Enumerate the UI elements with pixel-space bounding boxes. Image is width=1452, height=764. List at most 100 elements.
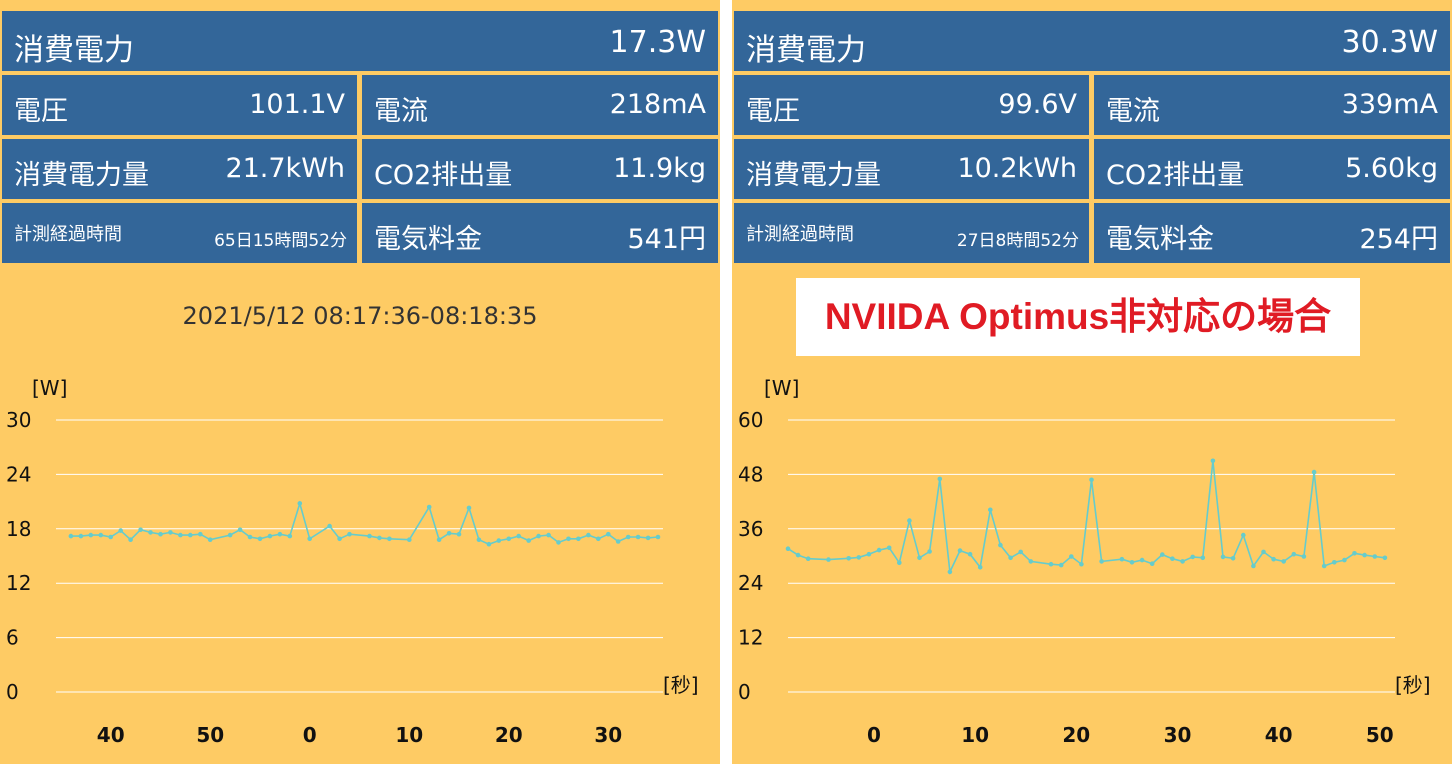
data-point — [998, 542, 1003, 548]
voltage-value: 99.6V — [998, 89, 1077, 120]
voltage-label: 電圧 — [14, 96, 68, 127]
energy-label: 消費電力量 — [746, 160, 881, 191]
data-point — [1342, 557, 1347, 563]
data-point — [426, 504, 432, 510]
x-tick-label: 0 — [303, 723, 317, 747]
measurement-timestamp: 2021/5/12 08:17:36-08:18:35 — [182, 302, 538, 330]
data-point — [407, 537, 412, 542]
power-meter-panel-left: 消費電力 17.3W 電圧 101.1V 電流 218mA 消費電力量 21.7… — [0, 0, 720, 764]
data-point — [1332, 560, 1337, 565]
x-tick-label: 30 — [1164, 723, 1192, 747]
x-tick-label: 20 — [1062, 723, 1090, 747]
data-point — [1241, 532, 1246, 538]
data-point — [1048, 561, 1054, 567]
data-point — [1149, 561, 1155, 566]
data-point — [128, 537, 133, 542]
elapsed-value: 65日15時間52分 — [214, 231, 347, 251]
current-value: 218mA — [609, 89, 706, 120]
data-point — [977, 565, 983, 570]
data-point — [886, 545, 892, 551]
data-point — [1170, 556, 1175, 561]
y-tick-label: 0 — [6, 680, 19, 704]
data-point — [866, 551, 872, 557]
data-point — [1301, 554, 1307, 559]
x-axis-unit: [秒] — [1395, 673, 1431, 697]
data-point — [168, 530, 173, 535]
data-point — [805, 556, 811, 561]
data-point — [635, 534, 641, 540]
x-tick-label: 50 — [196, 723, 224, 747]
data-point — [227, 532, 233, 538]
y-tick-label: 24 — [738, 571, 763, 595]
co2-tile: CO2排出量 11.9kg — [362, 139, 718, 199]
data-point — [846, 556, 851, 561]
data-point — [496, 538, 502, 543]
data-point — [446, 531, 452, 536]
y-tick-label: 24 — [6, 462, 31, 486]
power-meter-panel-right: 消費電力 30.3W 電圧 99.6V 電流 339mA 消費電力量 10.2k… — [732, 0, 1452, 764]
data-point — [785, 546, 791, 551]
data-point — [546, 532, 551, 538]
data-point — [1069, 554, 1074, 559]
data-point — [655, 534, 661, 540]
y-tick-label: 18 — [6, 517, 31, 541]
power-value: 17.3W — [609, 25, 706, 60]
x-tick-label: 0 — [867, 723, 881, 747]
data-point — [1311, 469, 1317, 475]
y-tick-label: 60 — [738, 408, 763, 432]
current-tile: 電流 339mA — [1094, 75, 1450, 135]
data-point — [277, 531, 283, 537]
power-label: 消費電力 — [14, 33, 134, 68]
data-point — [947, 569, 953, 575]
data-point — [138, 527, 143, 532]
data-point — [207, 537, 213, 542]
energy-value: 10.2kWh — [957, 153, 1077, 184]
data-point — [516, 533, 521, 539]
x-tick-label: 40 — [97, 723, 125, 747]
data-point — [506, 536, 512, 542]
voltage-label: 電圧 — [746, 96, 800, 127]
data-point — [367, 533, 372, 539]
co2-label: CO2排出量 — [1106, 160, 1245, 191]
cost-tile: 電気料金 254円 — [1094, 203, 1450, 263]
y-tick-label: 0 — [738, 680, 751, 704]
energy-value: 21.7kWh — [225, 153, 345, 184]
co2-label: CO2排出量 — [374, 160, 513, 191]
data-point — [1220, 554, 1226, 560]
power-tile: 消費電力 30.3W — [734, 11, 1450, 71]
co2-tile: CO2排出量 5.60kg — [1094, 139, 1450, 199]
data-point — [237, 527, 243, 532]
data-point — [1028, 559, 1034, 564]
energy-tile: 消費電力量 10.2kWh — [734, 139, 1089, 199]
data-point — [907, 518, 912, 523]
data-point — [108, 534, 113, 540]
data-point — [1119, 556, 1125, 562]
elapsed-value: 27日8時間52分 — [956, 231, 1079, 251]
current-label: 電流 — [374, 96, 428, 127]
data-point — [198, 531, 203, 537]
data-point — [1251, 563, 1256, 569]
x-tick-label: 40 — [1265, 723, 1293, 747]
voltage-tile: 電圧 99.6V — [734, 75, 1089, 135]
data-point — [556, 540, 561, 545]
data-point — [158, 531, 163, 537]
data-point — [297, 501, 303, 506]
data-point — [988, 507, 993, 513]
data-point — [566, 536, 571, 542]
data-point — [178, 532, 183, 538]
x-tick-label: 10 — [395, 723, 423, 747]
data-point — [347, 531, 352, 537]
data-point — [98, 532, 104, 538]
optimus-notice-banner: NVIIDA Optimus非対応の場合 — [796, 278, 1360, 356]
data-point — [456, 531, 462, 537]
data-point — [377, 535, 382, 541]
power-chart-right: 0 12 24 36 48 60[W] [秒] 0 10 20 30 40 50 — [738, 376, 1431, 747]
y-tick-label: 12 — [738, 626, 763, 650]
data-point — [1018, 549, 1023, 555]
elapsed-tile: 計測経過時間 65日15時間52分 — [2, 203, 357, 263]
elapsed-label: 計測経過時間 — [14, 224, 122, 245]
data-point — [327, 523, 332, 529]
data-point — [1291, 551, 1297, 557]
data-point — [118, 528, 123, 533]
